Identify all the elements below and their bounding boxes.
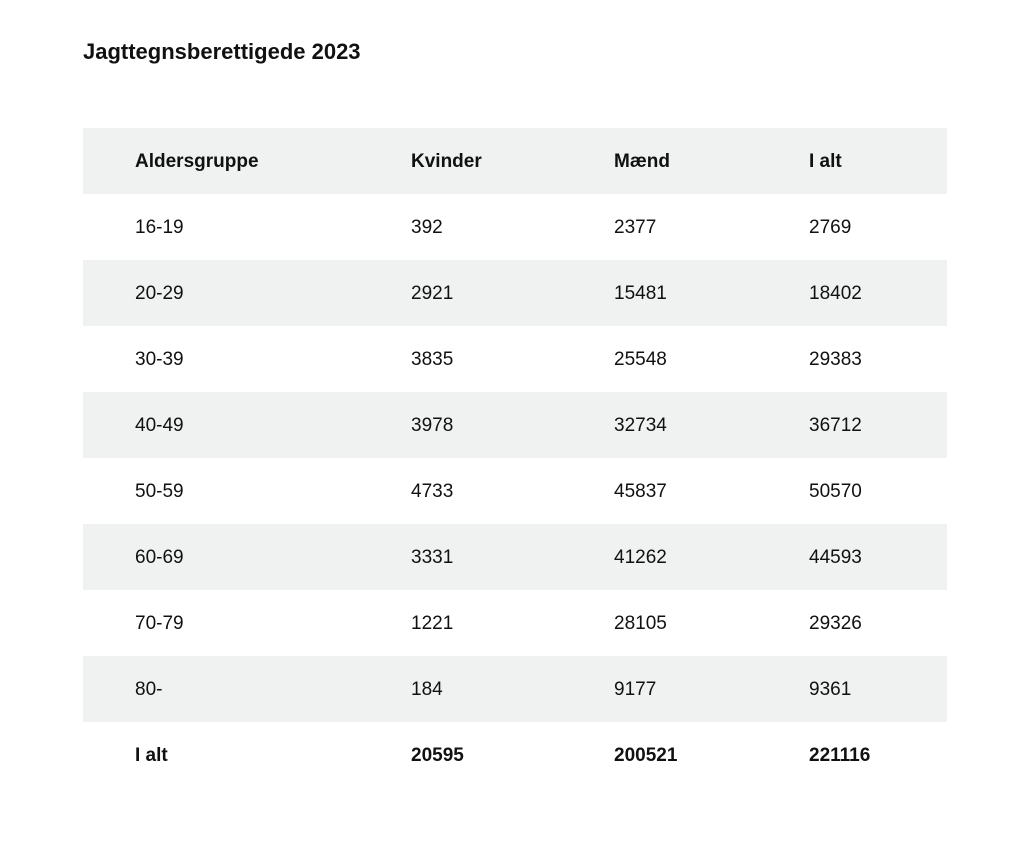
table-row: 16-19 392 2377 2769 xyxy=(83,194,947,260)
table-header-row: Aldersgruppe Kvinder Mænd I alt xyxy=(83,128,947,194)
cell-kvinder: 392 xyxy=(411,216,443,238)
cell-maend: 28105 xyxy=(614,612,667,634)
cell-kvinder: 3835 xyxy=(411,348,454,370)
cell-maend: 25548 xyxy=(614,348,667,370)
cell-aldersgruppe: 20-29 xyxy=(135,282,184,304)
cell-ialt: 2769 xyxy=(809,216,852,238)
table-row: 20-29 2921 15481 18402 xyxy=(83,260,947,326)
table-row: 30-39 3835 25548 29383 xyxy=(83,326,947,392)
table-row: 40-49 3978 32734 36712 xyxy=(83,392,947,458)
cell-kvinder: 184 xyxy=(411,678,443,700)
cell-aldersgruppe: 40-49 xyxy=(135,414,184,436)
cell-ialt: 29326 xyxy=(809,612,862,634)
cell-aldersgruppe: 70-79 xyxy=(135,612,184,634)
column-header-maend: Mænd xyxy=(614,150,670,172)
cell-ialt: 36712 xyxy=(809,414,862,436)
cell-total-kvinder: 20595 xyxy=(411,744,464,766)
cell-kvinder: 4733 xyxy=(411,480,454,502)
cell-maend: 32734 xyxy=(614,414,667,436)
cell-kvinder: 3978 xyxy=(411,414,454,436)
cell-maend: 2377 xyxy=(614,216,657,238)
table-row: 60-69 3331 41262 44593 xyxy=(83,524,947,590)
column-header-kvinder: Kvinder xyxy=(411,150,482,172)
cell-kvinder: 3331 xyxy=(411,546,454,568)
cell-maend: 45837 xyxy=(614,480,667,502)
table-row: 50-59 4733 45837 50570 xyxy=(83,458,947,524)
column-header-ialt: I alt xyxy=(809,150,842,172)
cell-maend: 15481 xyxy=(614,282,667,304)
cell-aldersgruppe: 30-39 xyxy=(135,348,184,370)
cell-ialt: 9361 xyxy=(809,678,852,700)
cell-ialt: 18402 xyxy=(809,282,862,304)
table-total-row: I alt 20595 200521 221116 xyxy=(83,722,947,788)
cell-aldersgruppe: 80- xyxy=(135,678,163,700)
cell-maend: 9177 xyxy=(614,678,657,700)
age-group-table: Aldersgruppe Kvinder Mænd I alt 16-19 39… xyxy=(83,128,947,788)
cell-aldersgruppe: 16-19 xyxy=(135,216,184,238)
cell-total-maend: 200521 xyxy=(614,744,678,766)
cell-total-label: I alt xyxy=(135,744,168,766)
cell-kvinder: 2921 xyxy=(411,282,454,304)
table-row: 80- 184 9177 9361 xyxy=(83,656,947,722)
cell-total-ialt: 221116 xyxy=(809,744,871,766)
cell-ialt: 29383 xyxy=(809,348,862,370)
cell-aldersgruppe: 60-69 xyxy=(135,546,184,568)
column-header-aldersgruppe: Aldersgruppe xyxy=(135,150,259,172)
cell-maend: 41262 xyxy=(614,546,667,568)
page-title: Jagttegnsberettigede 2023 xyxy=(83,39,361,64)
cell-ialt: 50570 xyxy=(809,480,862,502)
cell-aldersgruppe: 50-59 xyxy=(135,480,184,502)
cell-kvinder: 1221 xyxy=(411,612,454,634)
cell-ialt: 44593 xyxy=(809,546,862,568)
table-row: 70-79 1221 28105 29326 xyxy=(83,590,947,656)
